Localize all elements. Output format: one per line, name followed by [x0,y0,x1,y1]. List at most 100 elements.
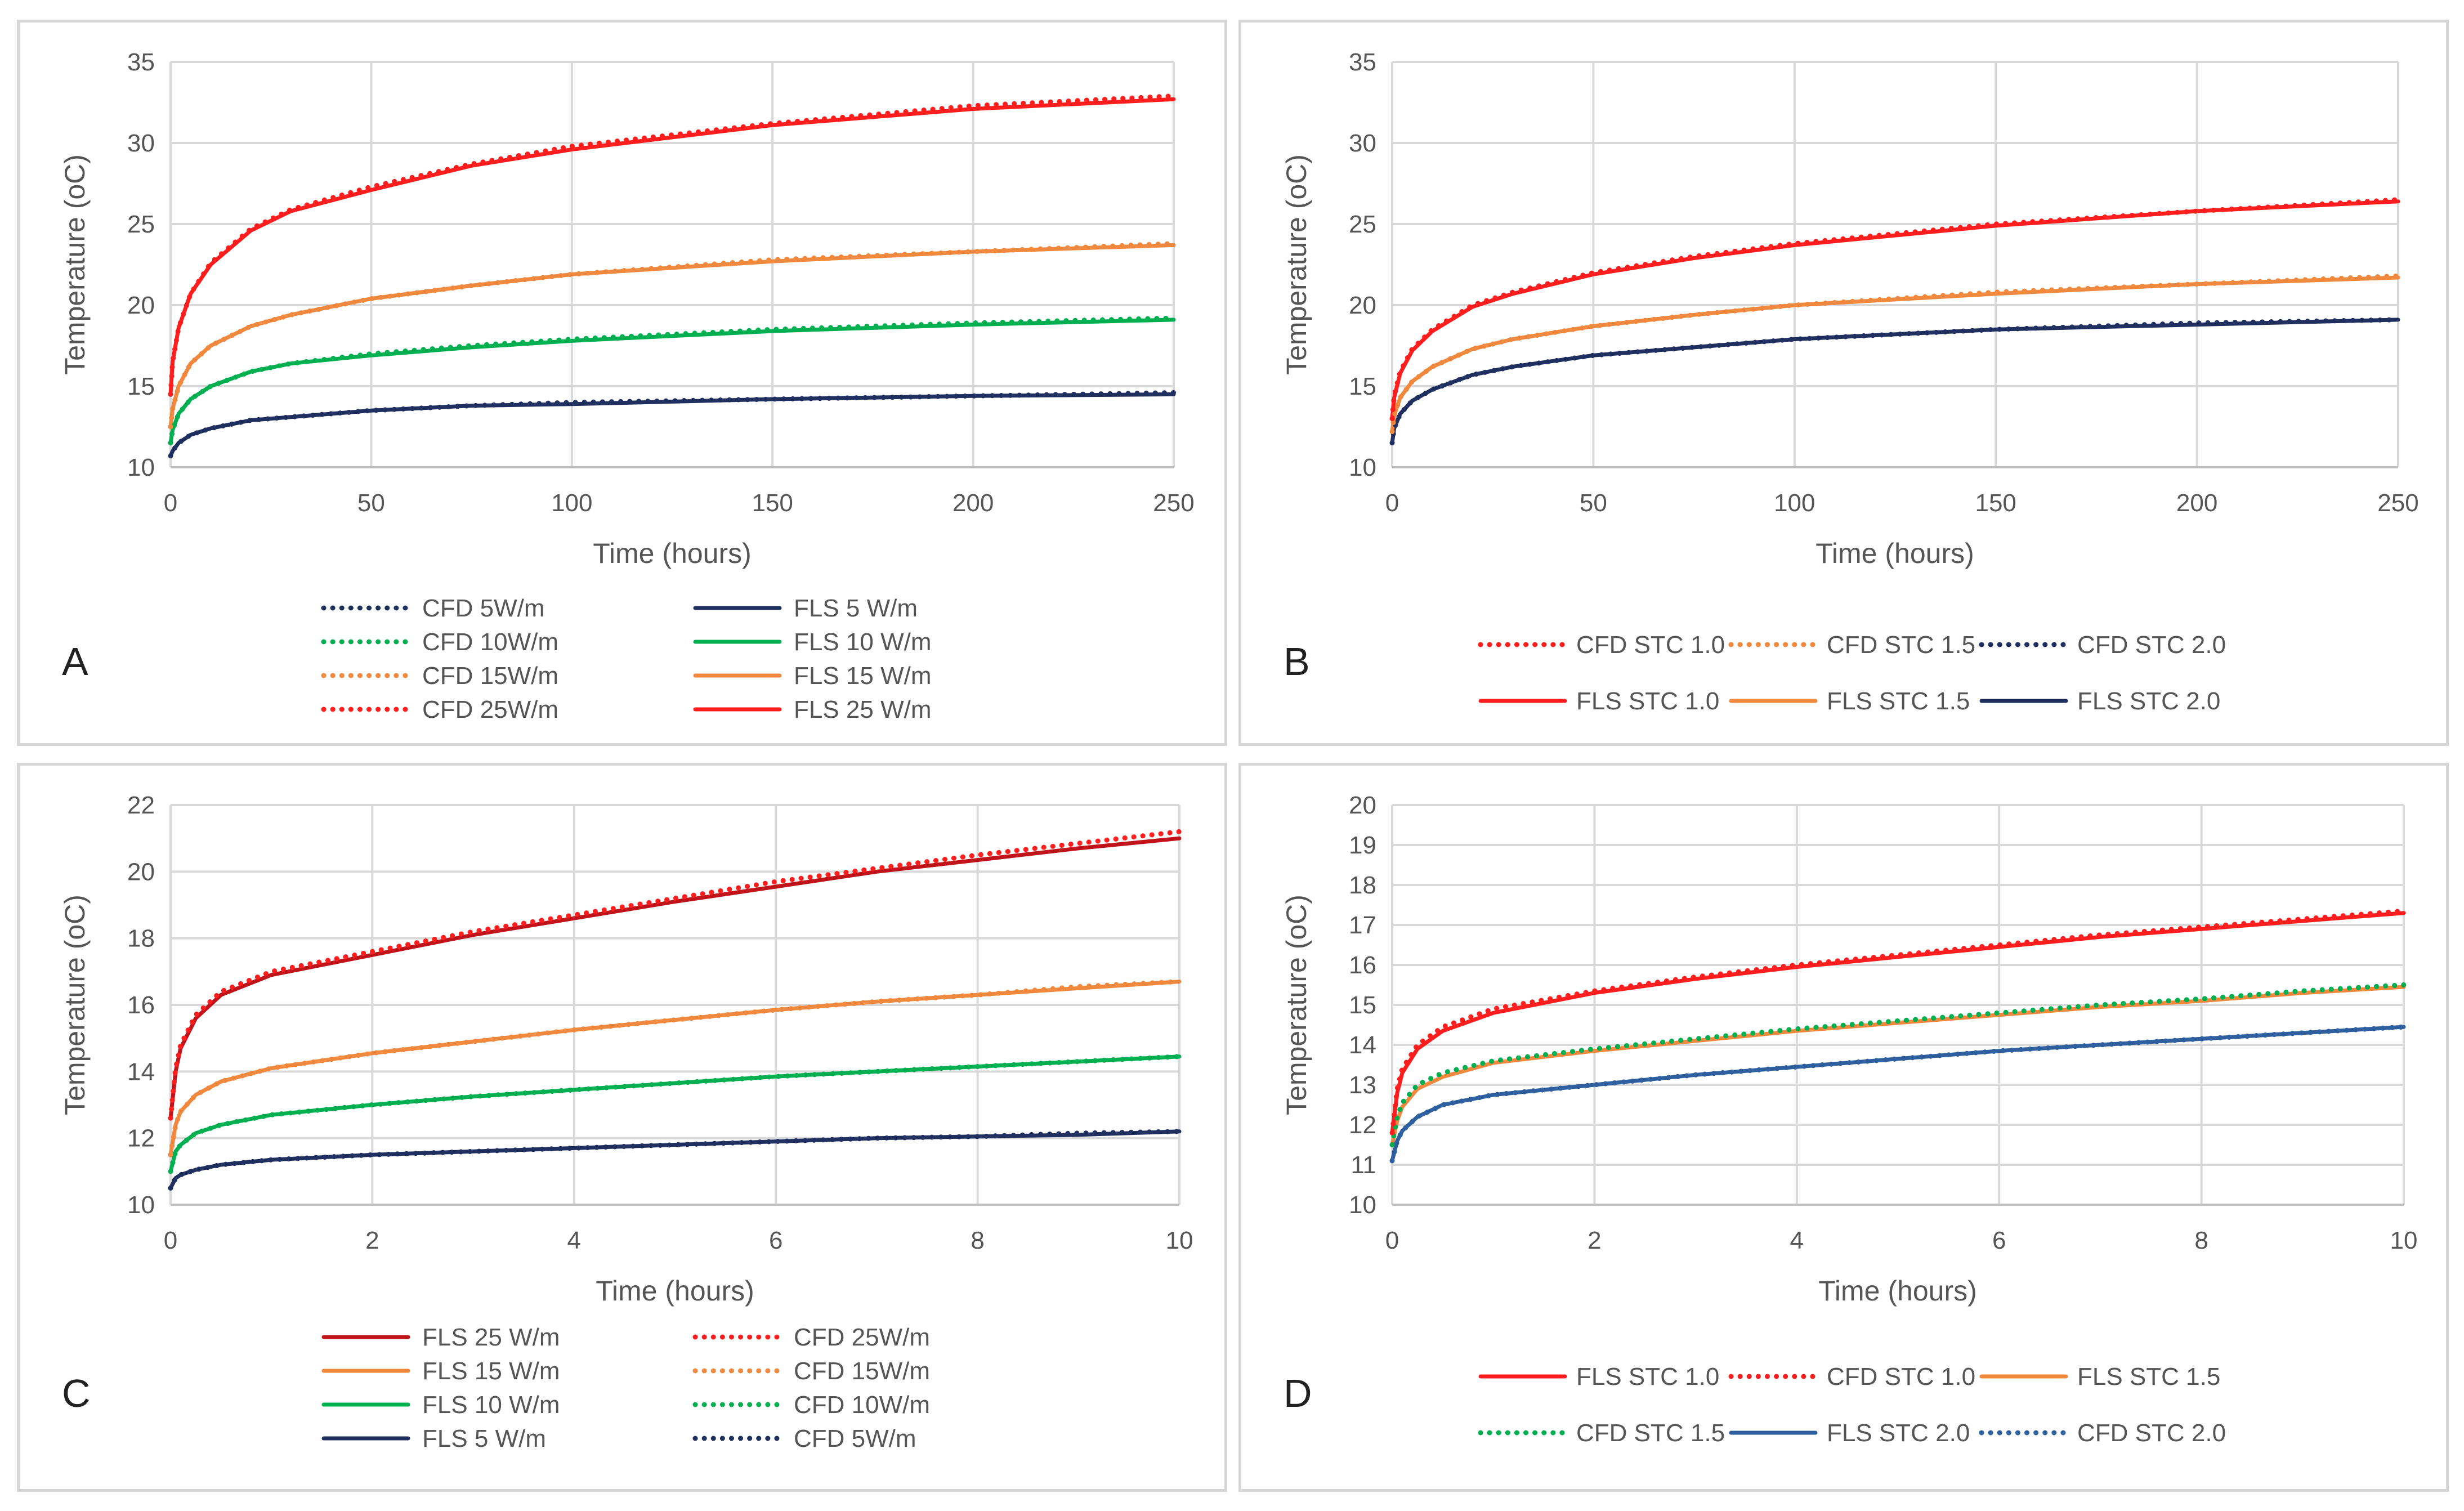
x-axis-title: Time (hours) [1818,1275,1977,1307]
legend-label: CFD 10W/m [422,628,558,656]
legend-label: FLS 15 W/m [794,662,932,690]
y-tick-label: 13 [1349,1071,1376,1099]
panel-b: 10 15 20 25 30 35 0 50 100 150 200 250 Time (hours) T… [1238,20,2449,746]
legend-label: CFD STC 1.5 [1576,1419,1725,1447]
y-tick-label: 30 [127,129,155,157]
legend-label: CFD STC 1.5 [1827,631,1975,659]
legend-label: CFD STC 1.0 [1827,1363,1975,1391]
x-tick-label: 4 [1790,1227,1804,1254]
legend-label: CFD 5W/m [422,594,545,622]
series-line [168,392,1176,458]
chart-a: 10 15 20 25 30 35 0 50 100 150 200 250 Time (hours) T… [59,48,1195,723]
x-tick-label: 6 [1992,1227,2006,1254]
legend-label: FLS 10 W/m [422,1391,560,1419]
series-line [168,1054,1182,1174]
x-tick-label: 250 [1153,489,1194,517]
y-tick-label: 25 [127,211,155,238]
y-tick-label: 16 [127,991,155,1019]
y-tick-label: 30 [1349,129,1376,157]
legend-label: FLS 5 W/m [794,594,918,622]
y-tick-label: 35 [127,48,155,76]
y-tick-label: 20 [1349,292,1376,319]
series-line [1389,273,2401,435]
series-line [168,979,1182,1157]
legend-label: FLS 25 W/m [422,1324,560,1351]
series-line [168,390,1177,459]
legend-label: CFD 15W/m [422,662,558,690]
series-line [168,1054,1182,1174]
x-tick-label: 50 [357,489,385,517]
chart-b: 10 15 20 25 30 35 0 50 100 150 200 250 Time (hours) T… [1281,48,2419,715]
panel-a: 10 15 20 25 30 35 0 50 100 150 200 250 Time (hours) T… [17,20,1227,746]
y-tick-label: 15 [1349,991,1376,1019]
series-line [168,93,1177,397]
y-tick-label: 17 [1349,911,1376,939]
x-tick-label: 0 [1385,489,1399,517]
y-tick-label: 10 [127,454,155,481]
panel-d: 10 11 12 13 14 15 16 17 18 19 20 0 2 4 6 8 10 Time (hours… [1238,763,2449,1492]
legend-label: FLS 10 W/m [794,628,932,656]
y-tick-label: 15 [1349,373,1376,400]
x-tick-label: 50 [1580,489,1607,517]
x-tick-label: 4 [567,1227,581,1254]
chart-c: 10 12 14 16 18 20 22 0 2 4 6 8 10 Time (hours) Tempera… [59,792,1193,1452]
legend-label: CFD STC 2.0 [2077,1419,2226,1447]
legend-label: CFD STC 2.0 [2077,631,2226,659]
series-line [168,1129,1182,1191]
x-tick-label: 0 [164,1227,177,1254]
legend-label: FLS 5 W/m [422,1425,546,1452]
y-tick-label: 14 [1349,1031,1376,1059]
y-tick-label: 15 [127,373,155,400]
x-tick-label: 2 [1587,1227,1601,1254]
series-line [168,829,1182,1121]
legend-label: CFD 5W/m [794,1425,916,1452]
x-tick-label: 100 [1774,489,1815,517]
legend-label: FLS STC 1.0 [1576,687,1719,715]
legend-label: CFD 25W/m [794,1324,930,1351]
y-tick-label: 18 [1349,871,1376,899]
y-tick-label: 18 [127,925,155,953]
legend-label: FLS STC 1.0 [1576,1363,1719,1391]
y-tick-label: 16 [1349,951,1376,979]
series-line [1389,1024,2407,1164]
y-tick-label: 11 [1350,1151,1376,1179]
y-tick-label: 12 [127,1125,155,1152]
x-tick-label: 100 [551,489,592,517]
series-line [1390,318,2400,445]
x-tick-label: 0 [164,489,177,517]
x-tick-label: 6 [769,1227,782,1254]
x-tick-label: 150 [1975,489,2016,517]
series-line [1390,1025,2406,1163]
y-axis-title: Temperature (oC) [1281,895,1312,1115]
series-line [168,980,1182,1157]
x-tick-label: 250 [2377,489,2418,517]
y-tick-label: 10 [1349,454,1376,481]
x-tick-label: 8 [971,1227,984,1254]
y-tick-label: 20 [127,292,155,319]
series-line [168,318,1176,445]
x-tick-label: 200 [952,489,994,517]
legend-label: FLS 15 W/m [422,1357,560,1385]
y-axis-title: Temperature (oC) [59,895,91,1115]
y-tick-label: 10 [127,1191,155,1219]
y-tick-label: 12 [1349,1111,1376,1139]
x-axis-title: Time (hours) [593,538,752,569]
legend-label: CFD STC 1.0 [1576,631,1725,659]
panel-c: 10 12 14 16 18 20 22 0 2 4 6 8 10 Time (hours) Tempera… [17,763,1227,1492]
legend-label: FLS STC 2.0 [1827,1419,1970,1447]
chart-d: 10 11 12 13 14 15 16 17 18 19 20 0 2 4 6 8 10 Time (hours… [1281,792,2418,1447]
panel-label-d: D [1284,1371,1312,1415]
y-tick-label: 35 [1349,48,1376,76]
panel-label-a: A [62,640,88,683]
legend-label: FLS 25 W/m [794,696,932,723]
legend-label: FLS STC 1.5 [1827,687,1970,715]
x-tick-label: 10 [2390,1227,2418,1254]
series-line [1390,911,2406,1135]
x-axis-title: Time (hours) [1815,538,1974,569]
y-tick-label: 10 [1349,1191,1376,1219]
legend-label: FLS STC 1.5 [2077,1363,2220,1391]
y-tick-label: 20 [1349,792,1376,819]
series-line [1390,985,2406,1147]
legend-label: CFD 15W/m [794,1357,930,1385]
series-line [1389,317,2401,446]
